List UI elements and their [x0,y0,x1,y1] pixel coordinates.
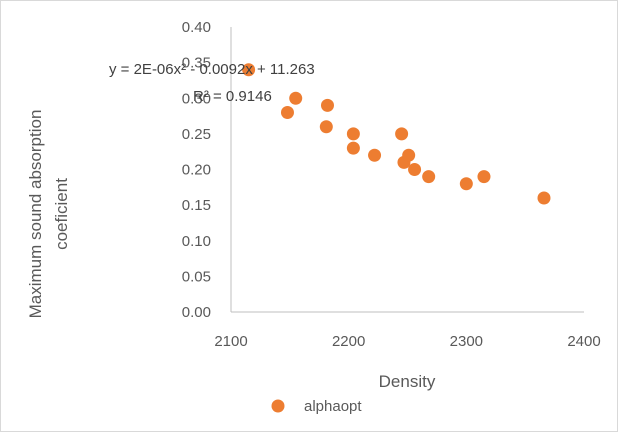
x-tick-label: 2300 [450,333,483,350]
data-point [289,91,303,105]
legend-label-alphaopt: alphaopt [304,398,362,415]
y-tick-label: 0.30 [182,90,211,107]
data-point [280,106,294,119]
y-tick-label: 0.20 [182,162,211,179]
data-point [402,148,416,162]
data-point [346,141,360,155]
legend: alphaopt [271,398,362,415]
y-tick-label: 0.35 [182,55,211,72]
data-point [346,127,360,141]
legend-marker-alphaopt [271,399,285,413]
data-point [368,148,382,162]
x-tick-labels: 2100 2200 2300 2400 [214,333,600,350]
y-axis-title: Maximum sound absorption coeficient [26,110,71,319]
y-tick-label: 0.25 [182,126,211,143]
x-tick-label: 2100 [214,333,247,350]
trendline-r-squared: R² = 0.9146 [193,88,272,105]
data-point [408,163,422,176]
data-point [477,170,491,184]
y-axis-title-line-2: coeficient [52,178,71,250]
data-point [537,191,551,205]
data-points [242,63,551,205]
data-point [422,170,436,184]
y-axis-title-line-1: Maximum sound absorption [26,110,45,319]
y-tick-label: 0.10 [182,233,211,250]
y-tick-label: 0.00 [182,304,211,321]
y-tick-label: 0.15 [182,197,211,214]
x-tick-label: 2200 [332,333,365,350]
data-point [320,98,334,112]
data-point [395,127,409,141]
x-tick-label: 2400 [567,333,600,350]
data-point [242,63,256,77]
data-point [459,177,473,191]
data-point [319,120,333,134]
trendline-equation: y = 2E-06x² - 0.0092x + 11.263 [109,61,315,78]
x-axis-title: Density [379,372,436,391]
y-tick-label: 0.40 [182,19,211,36]
y-tick-label: 0.05 [182,268,211,285]
y-tick-labels: 0.00 0.05 0.10 0.15 0.20 0.25 0.30 0.35 0.40 [182,19,211,321]
